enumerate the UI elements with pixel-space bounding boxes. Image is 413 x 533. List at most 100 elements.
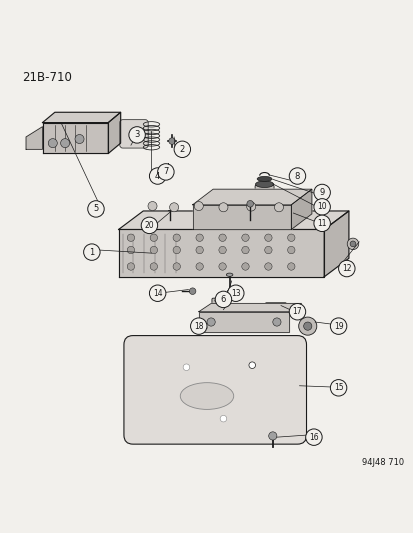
Text: 3: 3	[134, 131, 140, 140]
Text: 11: 11	[317, 219, 326, 228]
Circle shape	[313, 199, 330, 215]
Polygon shape	[198, 312, 289, 332]
Circle shape	[241, 246, 249, 254]
Circle shape	[157, 164, 174, 180]
Circle shape	[189, 288, 195, 294]
Circle shape	[206, 318, 215, 326]
Circle shape	[298, 317, 316, 335]
Circle shape	[169, 138, 175, 144]
Polygon shape	[118, 211, 348, 230]
Circle shape	[127, 263, 134, 270]
Text: 9: 9	[319, 188, 324, 197]
Circle shape	[48, 139, 57, 148]
Circle shape	[174, 141, 190, 158]
Circle shape	[313, 215, 330, 231]
Text: 15: 15	[333, 383, 342, 392]
FancyBboxPatch shape	[119, 120, 148, 148]
Circle shape	[305, 429, 321, 446]
Circle shape	[75, 134, 84, 143]
Text: 7: 7	[163, 167, 168, 176]
Circle shape	[149, 168, 166, 184]
Circle shape	[287, 234, 294, 241]
Circle shape	[88, 201, 104, 217]
Circle shape	[173, 263, 180, 270]
Ellipse shape	[180, 383, 233, 409]
FancyBboxPatch shape	[123, 336, 306, 444]
Circle shape	[313, 184, 330, 201]
Circle shape	[128, 127, 145, 143]
Circle shape	[218, 246, 226, 254]
Circle shape	[330, 379, 346, 396]
Circle shape	[347, 238, 358, 249]
Circle shape	[218, 203, 228, 212]
Text: 14: 14	[152, 289, 162, 298]
Circle shape	[287, 263, 294, 270]
Text: 16: 16	[309, 433, 318, 442]
Text: 18: 18	[194, 321, 203, 330]
Circle shape	[241, 263, 249, 270]
Text: 1: 1	[89, 248, 94, 256]
Circle shape	[264, 234, 271, 241]
Text: 17: 17	[292, 307, 301, 316]
Ellipse shape	[255, 181, 273, 188]
Text: 4: 4	[154, 172, 160, 181]
Circle shape	[127, 246, 134, 254]
Ellipse shape	[226, 273, 233, 277]
FancyBboxPatch shape	[211, 298, 226, 321]
Circle shape	[338, 260, 354, 277]
Polygon shape	[118, 230, 323, 277]
Circle shape	[173, 234, 180, 241]
Circle shape	[248, 362, 255, 368]
Ellipse shape	[214, 298, 223, 303]
Polygon shape	[43, 112, 120, 123]
Text: 94J48 710: 94J48 710	[361, 458, 404, 467]
Circle shape	[150, 234, 157, 241]
Circle shape	[150, 263, 157, 270]
Circle shape	[268, 432, 276, 440]
Circle shape	[173, 246, 180, 254]
Circle shape	[147, 201, 157, 211]
Polygon shape	[323, 211, 348, 277]
Circle shape	[215, 291, 231, 308]
Circle shape	[220, 415, 226, 422]
Text: 6: 6	[220, 295, 225, 304]
Polygon shape	[108, 112, 120, 154]
Polygon shape	[192, 189, 311, 205]
Circle shape	[149, 285, 166, 302]
Text: 10: 10	[316, 203, 326, 212]
Circle shape	[150, 246, 157, 254]
Circle shape	[289, 303, 305, 320]
Circle shape	[195, 263, 203, 270]
Circle shape	[246, 202, 255, 211]
Circle shape	[183, 364, 189, 370]
Circle shape	[330, 318, 346, 334]
Ellipse shape	[256, 176, 271, 181]
Circle shape	[241, 234, 249, 241]
Circle shape	[60, 139, 69, 148]
Circle shape	[218, 263, 226, 270]
Circle shape	[303, 322, 311, 330]
Circle shape	[272, 318, 280, 326]
Circle shape	[264, 263, 271, 270]
Polygon shape	[198, 303, 301, 312]
Circle shape	[130, 131, 138, 138]
FancyBboxPatch shape	[264, 303, 286, 316]
Text: 20: 20	[144, 221, 154, 230]
Circle shape	[274, 203, 283, 212]
Circle shape	[218, 234, 226, 241]
Circle shape	[195, 246, 203, 254]
Text: 2: 2	[179, 145, 185, 154]
Text: 21B-710: 21B-710	[22, 71, 71, 84]
Circle shape	[194, 201, 203, 211]
Text: 5: 5	[93, 205, 98, 213]
Polygon shape	[192, 205, 291, 230]
Text: 8: 8	[294, 172, 299, 181]
Text: 12: 12	[341, 264, 351, 273]
Ellipse shape	[227, 290, 232, 293]
FancyBboxPatch shape	[254, 185, 273, 214]
FancyBboxPatch shape	[224, 206, 236, 216]
Circle shape	[164, 169, 171, 177]
Circle shape	[141, 217, 157, 233]
Circle shape	[246, 200, 253, 207]
Circle shape	[195, 234, 203, 241]
